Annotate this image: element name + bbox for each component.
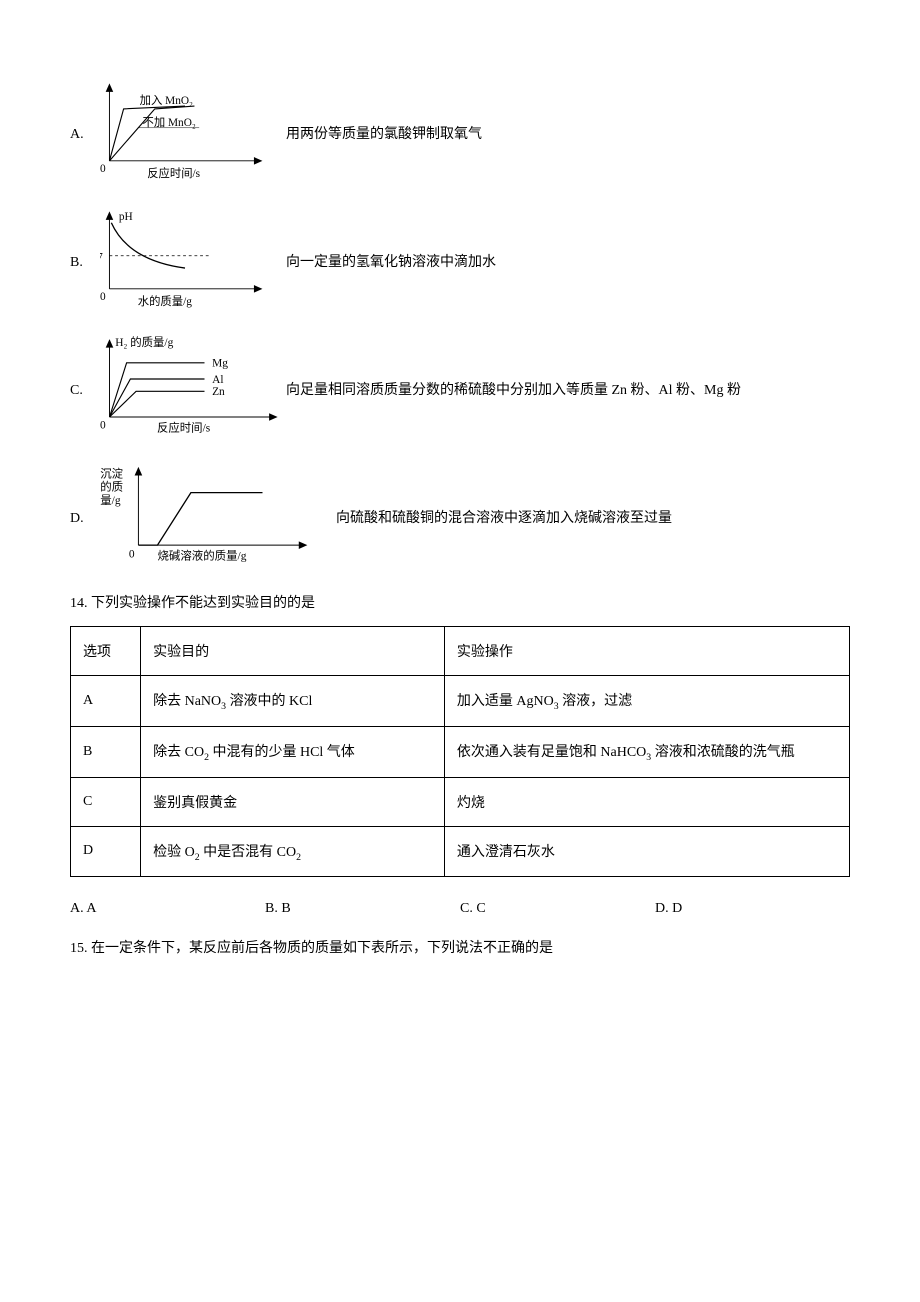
answer-d: D. D (655, 901, 850, 917)
q14-stem: 14. 下列实验操作不能达到实验目的的是 (70, 592, 850, 612)
option-text: 向一定量的氢氧化钠溶液中滴加水 (286, 252, 496, 274)
option-letter: D. (70, 511, 88, 527)
cell-operation: 加入适量 AgNO3 溶液，过滤 (444, 676, 849, 727)
option-letter: C. (70, 383, 88, 399)
svg-text:H₂ 的质量/g: H₂ 的质量/g (115, 336, 173, 349)
svg-text:沉淀: 沉淀 (100, 466, 123, 480)
svg-text:7: 7 (100, 252, 103, 264)
q13-option-c: C. H₂ 的质量/g Mg Al Zn 0 反应时间/s 向足量相同溶质质量分… (70, 336, 850, 446)
table-row: 选项 实验目的 实验操作 (71, 627, 850, 676)
table-row: C 鉴别真假黄金 灼烧 (71, 777, 850, 826)
cell-option: A (71, 676, 141, 727)
cell-option: D (71, 826, 141, 877)
cell-goal: 检验 O2 中是否混有 CO2 (141, 826, 445, 877)
svg-text:0: 0 (129, 549, 135, 561)
svg-text:0: 0 (100, 419, 106, 431)
svg-text:Mg: Mg (212, 358, 228, 370)
table-row: D 检验 O2 中是否混有 CO2 通入澄清石灰水 (71, 826, 850, 877)
q14-answers: A. A B. B C. C D. D (70, 901, 850, 917)
svg-text:反应时间/s: 反应时间/s (157, 420, 211, 434)
chart-a: O₂ 的 质 量 /g 加入 MnO₂ 不加 MnO₂ 0 反应时间/s (100, 80, 270, 190)
chart-d: 沉淀 的质 量/g 0 烧碱溶液的质量/g (100, 464, 320, 574)
svg-text:水的质量/g: 水的质量/g (138, 294, 192, 308)
option-letter: A. (70, 127, 88, 143)
option-letter: B. (70, 255, 88, 271)
option-text: 用两份等质量的氯酸钾制取氧气 (286, 124, 482, 146)
cell-goal: 除去 NaNO3 溶液中的 KCl (141, 676, 445, 727)
svg-text:0: 0 (100, 291, 106, 303)
chart-b: pH 7 0 水的质量/g (100, 208, 270, 318)
svg-text:pH: pH (119, 211, 133, 223)
cell-operation: 通入澄清石灰水 (444, 826, 849, 877)
q13-option-a: A. O₂ 的 质 量 /g 加入 MnO₂ 不加 MnO₂ 0 反应时间/s … (70, 80, 850, 190)
th-option: 选项 (71, 627, 141, 676)
chart-c: H₂ 的质量/g Mg Al Zn 0 反应时间/s (100, 336, 270, 446)
table-row: A 除去 NaNO3 溶液中的 KCl 加入适量 AgNO3 溶液，过滤 (71, 676, 850, 727)
table-row: B 除去 CO2 中混有的少量 HCl 气体 依次通入装有足量饱和 NaHCO3… (71, 726, 850, 777)
answer-b: B. B (265, 901, 460, 917)
cell-goal: 鉴别真假黄金 (141, 777, 445, 826)
svg-text:Zn: Zn (212, 386, 225, 398)
option-text: 向足量相同溶质质量分数的稀硫酸中分别加入等质量 Zn 粉、Al 粉、Mg 粉 (286, 380, 741, 402)
cell-option: B (71, 726, 141, 777)
svg-text:0: 0 (100, 163, 106, 175)
answer-c: C. C (460, 901, 655, 917)
svg-text:烧碱溶液的质量/g: 烧碱溶液的质量/g (158, 548, 247, 562)
svg-text:量/g: 量/g (100, 494, 121, 507)
svg-text:Al: Al (212, 374, 223, 386)
q13-option-b: B. pH 7 0 水的质量/g 向一定量的氢氧化钠溶液中滴加水 (70, 208, 850, 318)
cell-option: C (71, 777, 141, 826)
svg-text:加入 MnO₂: 加入 MnO₂ (140, 94, 193, 107)
q13-option-d: D. 沉淀 的质 量/g 0 烧碱溶液的质量/g 向硫酸和硫酸铜的混合溶液中逐滴… (70, 464, 850, 574)
svg-text:反应时间/s: 反应时间/s (147, 166, 200, 180)
cell-goal: 除去 CO2 中混有的少量 HCl 气体 (141, 726, 445, 777)
q14-table: 选项 实验目的 实验操作 A 除去 NaNO3 溶液中的 KCl 加入适量 Ag… (70, 626, 850, 877)
th-operation: 实验操作 (444, 627, 849, 676)
cell-operation: 依次通入装有足量饱和 NaHCO3 溶液和浓硫酸的洗气瓶 (444, 726, 849, 777)
option-text: 向硫酸和硫酸铜的混合溶液中逐滴加入烧碱溶液至过量 (336, 508, 672, 530)
cell-operation: 灼烧 (444, 777, 849, 826)
q15-stem: 15. 在一定条件下，某反应前后各物质的质量如下表所示，下列说法不正确的是 (70, 937, 850, 957)
svg-text:不加 MnO₂: 不加 MnO₂ (143, 116, 196, 129)
th-goal: 实验目的 (141, 627, 445, 676)
svg-text:的质: 的质 (100, 480, 123, 494)
answer-a: A. A (70, 901, 265, 917)
